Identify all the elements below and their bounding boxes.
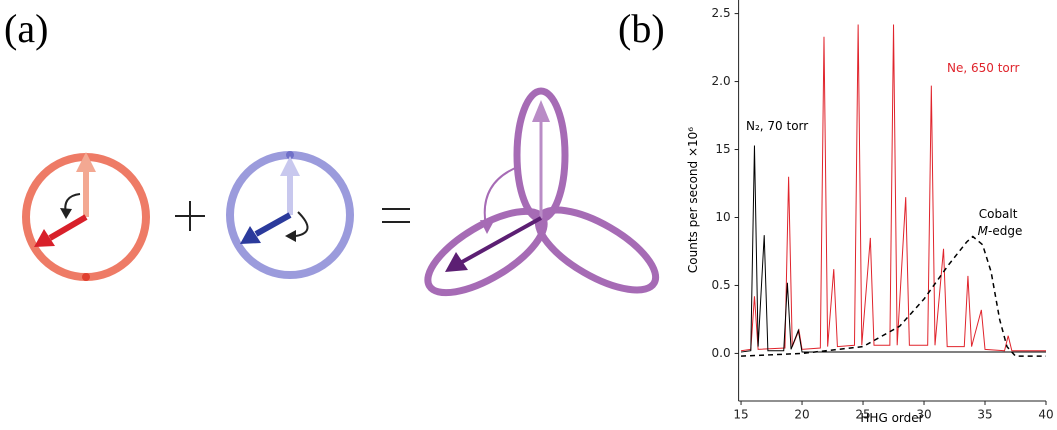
y-tick-label: 15: [715, 142, 730, 156]
arrowhead: [34, 229, 55, 247]
panel-label: (a): [4, 6, 48, 51]
series-line: [741, 235, 1046, 357]
panel-label: (b): [618, 6, 665, 51]
arrow: [48, 214, 88, 241]
y-axis-label: Counts per second ×10⁶: [686, 127, 700, 273]
x-tick-label: 20: [794, 408, 809, 422]
arrowhead: [285, 230, 296, 242]
y-tick-label: 0.5: [712, 278, 731, 292]
series-label: Cobalt M-edge: [978, 207, 1023, 238]
chart: Counts per second ×10⁶ HHG order 0.0 0.5 1…: [686, 0, 1054, 425]
loop: [424, 207, 548, 297]
rotation-arrow: [295, 211, 309, 237]
y-tick-label: 0.0: [712, 346, 731, 360]
series-label: N₂, 70 torr: [746, 119, 808, 133]
x-tick-label: 25: [855, 408, 870, 422]
y-tick-label: 2.5: [712, 6, 731, 20]
diagram: [22, 87, 660, 297]
arrowhead: [445, 252, 468, 272]
y-tick-label: 10: [715, 210, 730, 224]
x-axis-label: HHG order: [860, 411, 923, 425]
arrowhead: [280, 156, 300, 176]
x-tick-label: 40: [1038, 408, 1053, 422]
arrowhead: [532, 100, 550, 122]
series-label: Ne, 650 torr: [947, 61, 1019, 75]
arrow: [461, 216, 542, 264]
arrowhead: [60, 208, 72, 219]
arrowhead: [480, 220, 494, 234]
loop: [534, 206, 660, 294]
x-tick-label: 15: [733, 408, 748, 422]
rotation-arrow: [483, 165, 521, 227]
y-tick-label: 2.0: [712, 74, 731, 88]
dot: [286, 151, 294, 159]
x-tick-label: 35: [977, 408, 992, 422]
series-line: [740, 145, 1046, 353]
dot: [82, 273, 90, 281]
arrow: [254, 212, 292, 237]
arrowhead: [240, 226, 261, 244]
x-tick-label: 30: [916, 408, 931, 422]
arrowhead: [76, 152, 96, 172]
